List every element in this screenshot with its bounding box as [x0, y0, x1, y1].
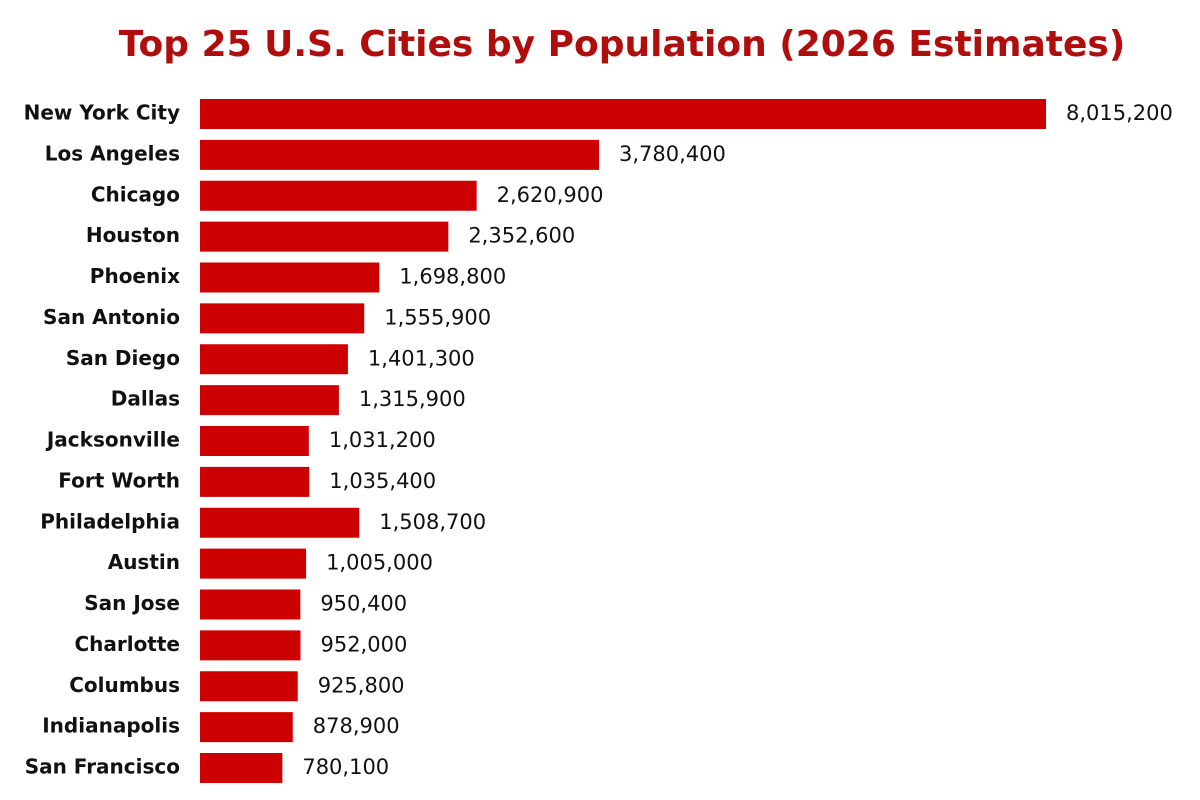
bar [200, 180, 477, 211]
category-label: Fort Worth [58, 468, 180, 492]
value-label: 1,031,200 [329, 428, 436, 452]
bar [200, 630, 301, 661]
bar [200, 426, 309, 456]
value-label: 1,401,300 [368, 346, 475, 370]
value-label: 1,698,800 [399, 265, 506, 289]
value-label: 1,035,400 [329, 469, 436, 493]
bar [200, 712, 293, 743]
category-label: San Antonio [43, 305, 180, 329]
category-label: Charlotte [74, 632, 180, 656]
bar [200, 303, 365, 334]
value-label: 3,780,400 [619, 142, 726, 166]
value-label: 780,100 [302, 755, 389, 779]
value-label: 1,555,900 [384, 305, 491, 329]
value-label: 1,005,000 [326, 551, 433, 575]
category-label: Houston [86, 223, 180, 247]
value-label: 2,352,600 [468, 224, 575, 248]
value-label: 925,800 [318, 673, 405, 697]
category-label: New York City [24, 101, 180, 125]
bar [200, 221, 449, 252]
bar [200, 753, 283, 783]
bar [200, 466, 310, 497]
category-label: Dallas [111, 387, 180, 411]
bar [200, 507, 360, 538]
category-label: San Jose [84, 591, 180, 615]
value-label: 8,015,200 [1066, 101, 1173, 125]
category-label: San Francisco [25, 755, 180, 779]
bar [200, 344, 348, 375]
category-label: Chicago [91, 182, 180, 206]
bar [200, 671, 298, 702]
bar [200, 589, 301, 620]
category-label: Phoenix [90, 264, 180, 288]
bar [200, 262, 380, 293]
category-label: Indianapolis [42, 714, 180, 738]
chart-title: Top 25 U.S. Cities by Population (2026 E… [119, 24, 1126, 65]
category-label: Austin [108, 550, 180, 574]
bar [200, 548, 307, 579]
value-label: 2,620,900 [497, 183, 604, 207]
value-label: 1,315,900 [359, 387, 466, 411]
bar [200, 139, 600, 170]
value-label: 1,508,700 [379, 510, 486, 534]
category-label: Philadelphia [40, 509, 180, 533]
category-label: Los Angeles [45, 141, 180, 165]
value-label: 952,000 [320, 632, 407, 656]
bar [200, 99, 1046, 129]
category-label: San Diego [66, 346, 180, 370]
category-label: Columbus [69, 673, 180, 697]
value-label: 878,900 [313, 714, 400, 738]
value-label: 950,400 [320, 592, 407, 616]
bar [200, 385, 339, 416]
category-label: Jacksonville [45, 428, 180, 452]
